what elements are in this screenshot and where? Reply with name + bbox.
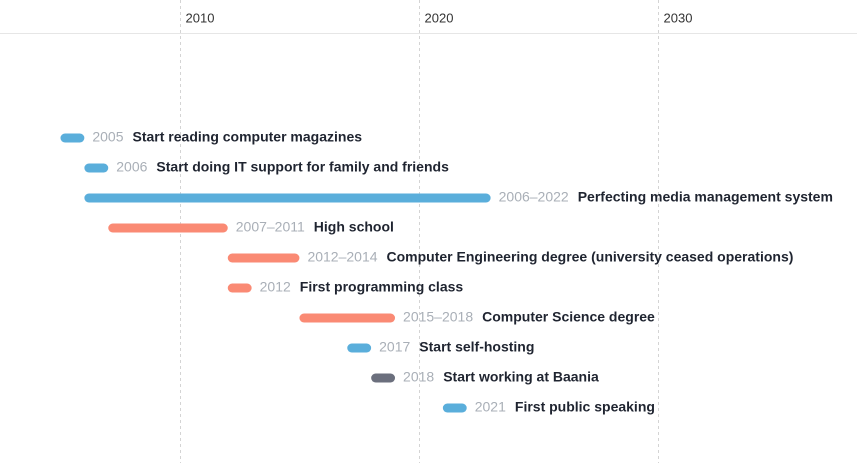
event-bar bbox=[371, 373, 396, 383]
event-range: 2017 bbox=[379, 339, 410, 355]
event-range: 2018 bbox=[403, 369, 434, 385]
event-range: 2006–2022 bbox=[499, 189, 569, 205]
event-name: Computer Science degree bbox=[482, 309, 655, 325]
event-bar bbox=[299, 313, 396, 323]
event-name: First public speaking bbox=[515, 399, 655, 415]
x-tick-label: 2020 bbox=[425, 10, 454, 25]
event-name: Start reading computer magazines bbox=[133, 129, 363, 145]
event-bar bbox=[227, 283, 252, 293]
event-range: 2012–2014 bbox=[307, 249, 377, 265]
event-range: 2006 bbox=[116, 159, 147, 175]
event-bar bbox=[347, 343, 372, 353]
event-bar bbox=[442, 403, 467, 413]
event-name: Computer Engineering degree (university … bbox=[387, 249, 794, 265]
event-bar bbox=[84, 193, 491, 203]
event-range: 2007–2011 bbox=[236, 219, 305, 235]
event-bar bbox=[84, 163, 109, 173]
event-name: High school bbox=[314, 219, 394, 235]
event-bar bbox=[108, 223, 228, 233]
event-range: 2005 bbox=[92, 129, 123, 145]
event-bar bbox=[227, 253, 300, 263]
event-name: First programming class bbox=[300, 279, 464, 295]
event-range: 2015–2018 bbox=[403, 309, 473, 325]
event-range: 2012 bbox=[260, 279, 291, 295]
x-tick-label: 2030 bbox=[664, 10, 693, 25]
event-range: 2021 bbox=[475, 399, 506, 415]
event-name: Start self-hosting bbox=[419, 339, 534, 355]
event-name: Start working at Baania bbox=[443, 369, 599, 385]
x-tick-label: 2010 bbox=[186, 10, 215, 25]
event-name: Perfecting media management system bbox=[578, 189, 833, 205]
event-bar bbox=[60, 133, 85, 143]
event-name: Start doing IT support for family and fr… bbox=[156, 159, 449, 175]
